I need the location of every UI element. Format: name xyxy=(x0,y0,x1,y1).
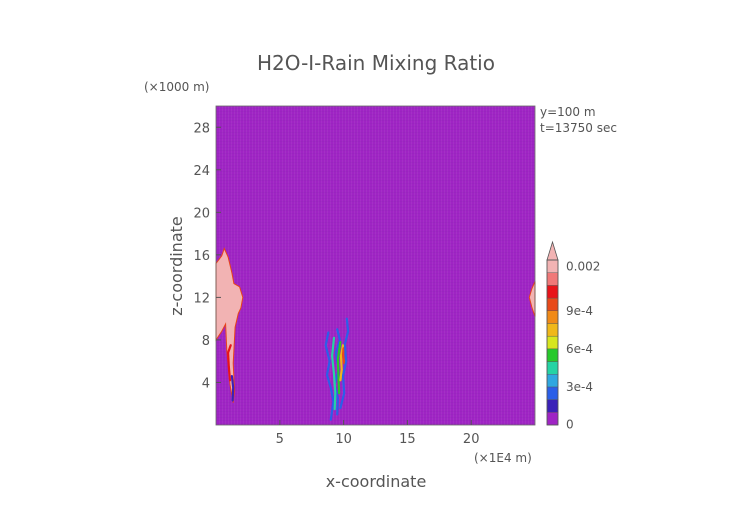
annotation-y: y=100 m xyxy=(540,105,596,119)
filament-left-cloud-inner-blue xyxy=(230,375,235,402)
y-axis-label: z-coordinate xyxy=(167,216,186,316)
chart-title: H2O-I-Rain Mixing Ratio xyxy=(257,51,495,75)
y-tick-label: 4 xyxy=(202,376,210,391)
field-background xyxy=(216,106,535,425)
colorbar-segment xyxy=(546,285,559,299)
colorbar-tick-label: 6e-4 xyxy=(566,342,593,356)
colorbar-segment xyxy=(546,348,559,362)
annotation-t: t=13750 sec xyxy=(540,121,617,135)
x-axis-label: x-coordinate xyxy=(326,472,427,491)
y-tick-label: 12 xyxy=(193,291,210,306)
x-tick-label: 5 xyxy=(276,432,284,447)
colorbar-tick-label: 0.002 xyxy=(566,259,600,273)
y-tick-label: 20 xyxy=(193,206,210,221)
colorbar-segment xyxy=(546,297,559,311)
y-tick-label: 8 xyxy=(202,334,210,349)
y-axis: 4 8 12 16 20 24 28 xyxy=(193,121,221,391)
colorbar-segment xyxy=(546,310,559,324)
x-tick-label: 15 xyxy=(399,432,416,447)
colorbar-segment xyxy=(546,412,559,426)
colorbar-tick-label: 9e-4 xyxy=(566,304,593,318)
filament-center-green xyxy=(336,341,342,395)
x-tick-label: 20 xyxy=(463,432,480,447)
x-axis: 5 10 15 20 xyxy=(276,420,480,447)
colorbar-segment xyxy=(546,386,559,400)
colorbar-tick-label: 3e-4 xyxy=(566,380,593,394)
colorbar-segment xyxy=(546,335,559,350)
colorbar-segment xyxy=(546,374,559,388)
colorbar-segment xyxy=(546,399,559,413)
colorbar-segment xyxy=(546,259,559,273)
filament-left-cloud-inner-red xyxy=(227,344,232,382)
colorbar: 0 3e-4 6e-4 9e-4 0.002 xyxy=(546,240,600,432)
filament-center-blue-3 xyxy=(339,317,350,410)
y-tick-label: 24 xyxy=(193,164,210,179)
colorbar-tick-label: 0 xyxy=(566,418,574,432)
colorbar-segment xyxy=(546,361,559,375)
colorbar-segment xyxy=(546,323,559,337)
plot-area xyxy=(215,105,536,426)
x-unit-label: (×1E4 m) xyxy=(474,451,532,465)
plot-frame xyxy=(215,105,536,426)
y-tick-label: 28 xyxy=(193,121,210,136)
colorbar-extend-arrow xyxy=(546,240,559,261)
filament-center-orange xyxy=(341,347,346,365)
x-tick-label: 10 xyxy=(335,432,352,447)
filament-center-yellow xyxy=(339,344,345,382)
filament-center-blue-1 xyxy=(324,331,335,421)
filament-center-cyan xyxy=(331,336,337,411)
y-tick-label: 16 xyxy=(193,249,210,264)
y-unit-label: (×1000 m) xyxy=(144,80,209,94)
colorbar-frame xyxy=(546,259,559,426)
colorbar-segment xyxy=(546,272,559,286)
